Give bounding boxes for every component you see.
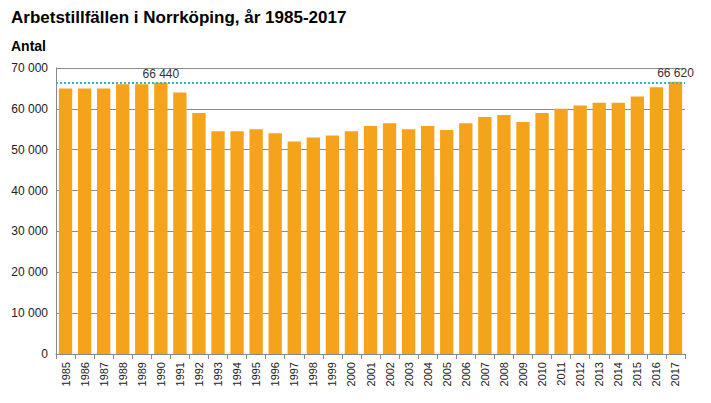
svg-text:2011: 2011 xyxy=(555,362,567,386)
svg-text:1987: 1987 xyxy=(98,362,110,386)
svg-text:1990: 1990 xyxy=(155,362,167,386)
svg-text:1988: 1988 xyxy=(117,362,129,386)
svg-text:66 620: 66 620 xyxy=(657,66,694,80)
svg-text:10 000: 10 000 xyxy=(11,306,48,320)
svg-text:2013: 2013 xyxy=(593,362,605,386)
svg-text:2009: 2009 xyxy=(517,362,529,386)
svg-text:1992: 1992 xyxy=(193,362,205,386)
svg-text:2003: 2003 xyxy=(403,362,415,386)
svg-text:60 000: 60 000 xyxy=(11,102,48,116)
svg-text:1997: 1997 xyxy=(288,362,300,386)
svg-text:1985: 1985 xyxy=(60,362,72,386)
svg-text:2014: 2014 xyxy=(612,362,624,386)
svg-text:1989: 1989 xyxy=(136,362,148,386)
svg-text:2006: 2006 xyxy=(460,362,472,386)
svg-text:66 440: 66 440 xyxy=(142,67,179,81)
svg-text:0: 0 xyxy=(41,347,48,361)
svg-text:40 000: 40 000 xyxy=(11,184,48,198)
svg-text:2005: 2005 xyxy=(441,362,453,386)
svg-text:Arbetstillfällen i Norrköping,: Arbetstillfällen i Norrköping, år 1985-2… xyxy=(11,8,346,27)
svg-text:2017: 2017 xyxy=(669,362,681,386)
svg-text:2004: 2004 xyxy=(422,362,434,386)
svg-text:2015: 2015 xyxy=(631,362,643,386)
svg-text:2007: 2007 xyxy=(479,362,491,386)
svg-text:2001: 2001 xyxy=(365,362,377,386)
svg-text:1995: 1995 xyxy=(250,362,262,386)
svg-text:20 000: 20 000 xyxy=(11,265,48,279)
svg-text:1994: 1994 xyxy=(231,362,243,386)
svg-text:1998: 1998 xyxy=(307,362,319,386)
svg-text:1996: 1996 xyxy=(269,362,281,386)
svg-text:50 000: 50 000 xyxy=(11,143,48,157)
svg-text:2002: 2002 xyxy=(384,362,396,386)
svg-text:1986: 1986 xyxy=(79,362,91,386)
svg-text:2010: 2010 xyxy=(536,362,548,386)
svg-text:70 000: 70 000 xyxy=(11,61,48,75)
svg-text:1991: 1991 xyxy=(174,362,186,386)
svg-text:1993: 1993 xyxy=(212,362,224,386)
svg-text:2016: 2016 xyxy=(650,362,662,386)
svg-text:Antal: Antal xyxy=(11,38,46,54)
svg-text:30 000: 30 000 xyxy=(11,224,48,238)
svg-text:2008: 2008 xyxy=(498,362,510,386)
svg-text:2000: 2000 xyxy=(345,362,357,386)
svg-text:2012: 2012 xyxy=(574,362,586,386)
svg-text:1999: 1999 xyxy=(326,362,338,386)
